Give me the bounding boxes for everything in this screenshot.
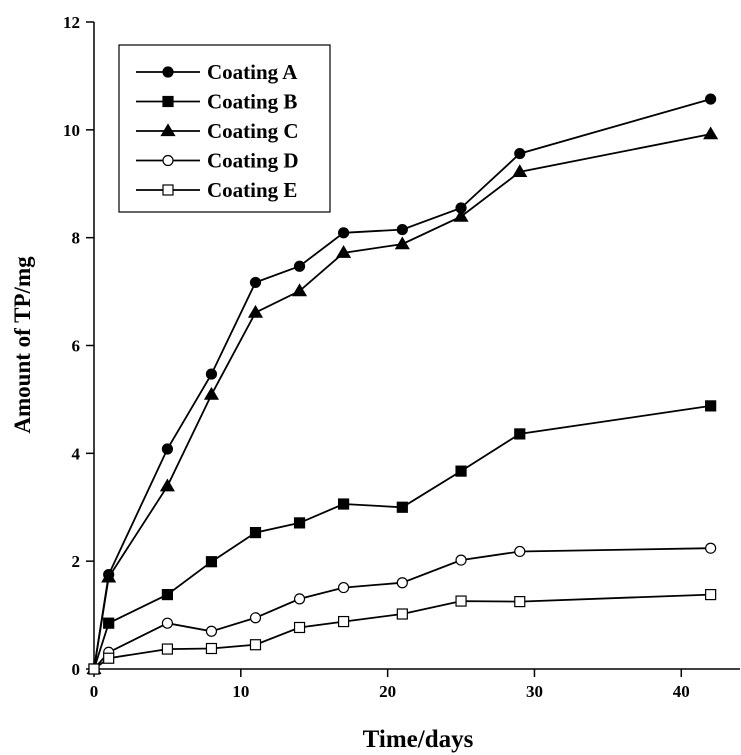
data-point [206, 626, 216, 636]
data-point [339, 583, 349, 593]
data-point [397, 502, 407, 512]
x-tick-label: 30 [526, 682, 543, 701]
x-tick-label: 10 [232, 682, 249, 701]
data-point [339, 228, 349, 238]
data-point [339, 499, 349, 509]
data-point [162, 618, 172, 628]
data-point [104, 653, 114, 663]
data-point [706, 94, 716, 104]
series-line [94, 595, 711, 669]
data-point [161, 480, 174, 491]
data-point [456, 466, 466, 476]
legend-marker [163, 97, 173, 107]
data-point [706, 401, 716, 411]
data-point [89, 664, 99, 674]
data-point [456, 596, 466, 606]
data-point [251, 528, 261, 538]
x-tick-label: 40 [673, 682, 690, 701]
y-tick-label: 12 [63, 13, 80, 32]
data-point [251, 277, 261, 287]
data-point [706, 590, 716, 600]
data-point [397, 609, 407, 619]
data-point [396, 238, 409, 249]
legend: Coating A Coating B Coating C Coating D Coat… [119, 45, 330, 212]
data-point [206, 644, 216, 654]
legend-label: Coating D [207, 149, 299, 173]
x-axis-title: Time/days [363, 726, 474, 753]
data-point [162, 590, 172, 600]
legend-label: Coating C [207, 119, 299, 143]
data-point [295, 594, 305, 604]
legend-marker [163, 156, 173, 166]
data-point [205, 388, 218, 399]
data-point [397, 225, 407, 235]
data-point [104, 618, 114, 628]
x-tick-label: 0 [90, 682, 99, 701]
y-axis-title: Amount of TP/mg [10, 256, 35, 434]
data-point [455, 210, 468, 221]
legend-label: Coating B [207, 90, 297, 114]
y-tick-label: 10 [63, 121, 80, 140]
y-tick-label: 6 [72, 337, 81, 356]
data-point [251, 640, 261, 650]
legend-marker [163, 185, 173, 195]
x-tick-label: 20 [379, 682, 396, 701]
data-point [162, 444, 172, 454]
data-point [515, 597, 525, 607]
data-point [515, 546, 525, 556]
series-b [89, 401, 716, 674]
data-point [515, 429, 525, 439]
data-point [515, 149, 525, 159]
series-e [89, 590, 716, 674]
data-point [206, 557, 216, 567]
y-tick-label: 0 [72, 660, 81, 679]
legend-marker [163, 67, 173, 77]
legend-label: Coating E [207, 178, 297, 202]
series-line [94, 134, 711, 669]
data-point [249, 306, 262, 317]
legend-label: Coating A [207, 60, 298, 84]
data-point [206, 369, 216, 379]
y-tick-label: 8 [72, 229, 81, 248]
data-point [295, 261, 305, 271]
data-point [295, 518, 305, 528]
y-tick-label: 2 [72, 552, 81, 571]
y-tick-label: 4 [72, 444, 81, 463]
data-point [706, 543, 716, 553]
data-point [251, 613, 261, 623]
data-point [162, 644, 172, 654]
data-point [704, 128, 717, 139]
data-point [339, 617, 349, 627]
data-point [456, 555, 466, 565]
data-point [397, 578, 407, 588]
data-point [295, 622, 305, 632]
